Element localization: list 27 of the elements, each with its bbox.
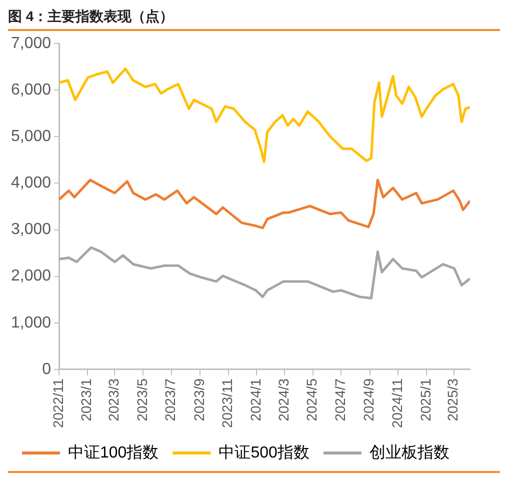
y-tick-label: 6,000 — [10, 82, 52, 99]
x-tick-label: 2023/9 — [190, 378, 207, 422]
y-tick-label: 2,000 — [10, 268, 52, 285]
x-tick-label: 2024/11 — [388, 378, 405, 428]
x-tick-label: 2024/9 — [360, 378, 377, 422]
x-tick-label: 2023/7 — [162, 378, 178, 422]
x-tick-label: 2023/5 — [134, 378, 150, 422]
legend-label: 中证100指数 — [68, 443, 159, 462]
chart-title: 图 4：主要指数表现（点） — [8, 8, 500, 31]
y-tick-label: 3,000 — [10, 221, 52, 238]
y-tick-label: 1,000 — [10, 314, 52, 332]
x-tick-label: 2025/1 — [417, 378, 434, 422]
y-tick-label: 0 — [42, 360, 52, 378]
x-tick-label: 2022/11 — [50, 378, 66, 428]
x-tick-label: 2024/1 — [247, 378, 264, 422]
x-tick-label: 2023/11 — [219, 378, 236, 428]
x-tick-label: 2024/5 — [304, 378, 320, 422]
y-tick-label: 4,000 — [10, 174, 52, 192]
x-tick-label: 2024/7 — [332, 378, 348, 422]
legend-label: 中证500指数 — [218, 443, 310, 462]
legend-label: 创业板指数 — [369, 443, 450, 462]
x-tick-label: 2025/3 — [444, 378, 461, 422]
x-tick-label: 2023/1 — [78, 378, 94, 422]
x-tick-label: 2024/3 — [275, 378, 292, 422]
x-tick-label: 2023/3 — [106, 378, 122, 422]
y-tick-label: 7,000 — [10, 35, 52, 52]
y-tick-label: 5,000 — [10, 128, 52, 146]
